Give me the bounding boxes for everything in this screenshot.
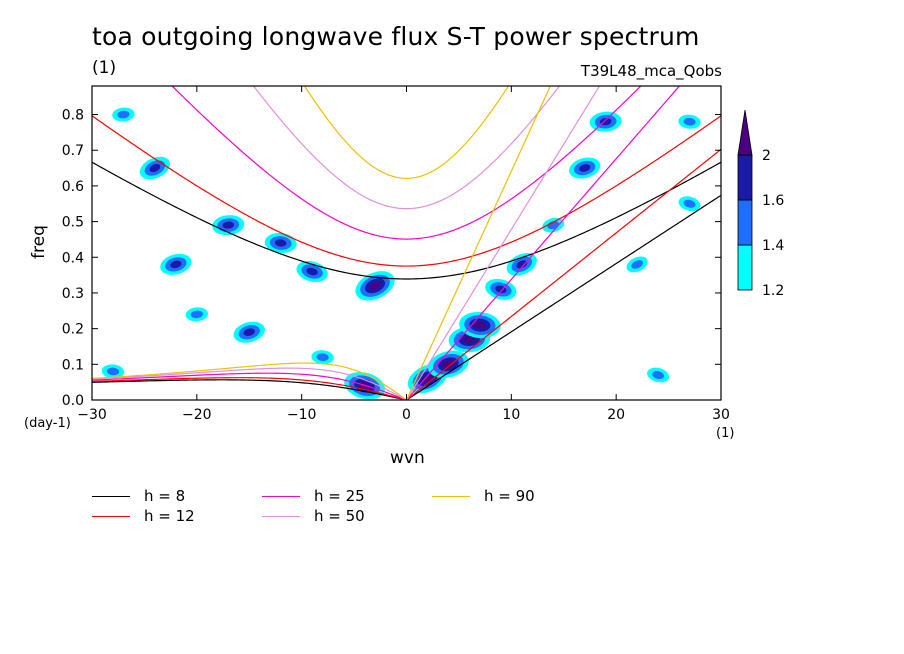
power-patch (222, 221, 235, 229)
colorbar-segment (737, 199, 753, 246)
ig-curve (92, 161, 721, 280)
power-patch (117, 110, 130, 119)
y-tick-label: 0.8 (62, 108, 84, 124)
y-tick-label: 0.1 (62, 357, 84, 373)
power-patch (683, 199, 696, 208)
kelvin-curve (405, 86, 601, 400)
ig-curve (171, 86, 642, 240)
legend-h12-label: h = 12 (144, 507, 195, 525)
y-axis-label: freq (28, 225, 49, 259)
colorbar-arrow (737, 109, 753, 156)
rossby-curve (92, 379, 407, 400)
power-patch (369, 281, 381, 290)
experiment-label: T39L48_mca_Qobs (580, 62, 722, 80)
x-axis-label: wvn (390, 448, 425, 468)
power-patch (306, 267, 318, 276)
x-tick-label: −10 (287, 407, 317, 423)
power-patch (190, 310, 203, 319)
y-tick-label: 0.5 (62, 215, 84, 231)
legend-h25-label: h = 25 (314, 487, 365, 505)
colorbar-label-1-2: 1.2 (762, 283, 785, 299)
chart-title: toa outgoing longwave flux S-T power spe… (92, 22, 700, 51)
x-tick-label: 30 (712, 407, 730, 423)
colorbar-label-2: 2 (762, 148, 771, 164)
kelvin-curve (406, 148, 721, 400)
plot-frame (91, 85, 722, 401)
power-patch (631, 260, 643, 269)
rossby-curve (92, 367, 407, 400)
power-patch (683, 117, 696, 126)
power-patch (652, 371, 665, 380)
ig-curve (252, 86, 561, 210)
colorbar-segment (737, 154, 753, 201)
x-unit-label: (1) (716, 426, 735, 441)
power-patch (106, 367, 120, 376)
rossby-curve (92, 372, 407, 400)
kelvin-curve (406, 86, 681, 400)
y-tick-label: 0.2 (62, 322, 84, 338)
power-patch (170, 260, 182, 269)
colorbar-segment (737, 244, 753, 291)
colorbar-label-1-4: 1.4 (762, 238, 785, 254)
x-tick-label: −20 (182, 407, 212, 423)
legend-h8-label: h = 8 (144, 487, 186, 505)
power-patch (463, 335, 475, 343)
legend-h25: h = 25 (262, 487, 365, 505)
y-tick-label: 0.3 (62, 286, 84, 302)
y-unit-label: (day-1) (24, 416, 71, 431)
legend-h90-label: h = 90 (484, 487, 535, 505)
rossby-curve (92, 377, 407, 400)
x-tick-label: −30 (77, 407, 107, 423)
legend-h90: h = 90 (432, 487, 535, 505)
colorbar-label-1-6: 1.6 (762, 193, 785, 209)
x-tick-label: 0 (402, 407, 411, 423)
power-patch (474, 321, 486, 329)
power-patch (443, 360, 454, 368)
y-tick-label: 0.4 (62, 250, 84, 266)
units-label: (1) (92, 58, 117, 78)
x-tick-label: 20 (607, 407, 625, 423)
ig-curve (92, 115, 721, 267)
legend-h50-label: h = 50 (314, 507, 365, 525)
power-patch (516, 260, 528, 269)
y-tick-label: 0.6 (62, 179, 84, 195)
legend-h8: h = 8 (92, 487, 185, 505)
x-tick-label: 10 (502, 407, 520, 423)
kelvin-curve (405, 86, 552, 400)
rossby-curve (92, 362, 407, 400)
power-patch (316, 353, 329, 362)
power-patch (149, 163, 161, 173)
power-patch (243, 328, 255, 336)
legend-h12: h = 12 (92, 507, 195, 525)
legend-h50: h = 50 (262, 507, 365, 525)
power-patch (274, 239, 287, 247)
power-patch (579, 164, 591, 172)
kelvin-curve (406, 194, 721, 400)
ig-curve (303, 86, 510, 179)
y-tick-label: 0.7 (62, 143, 84, 159)
y-tick-label: 0.0 (62, 393, 84, 409)
